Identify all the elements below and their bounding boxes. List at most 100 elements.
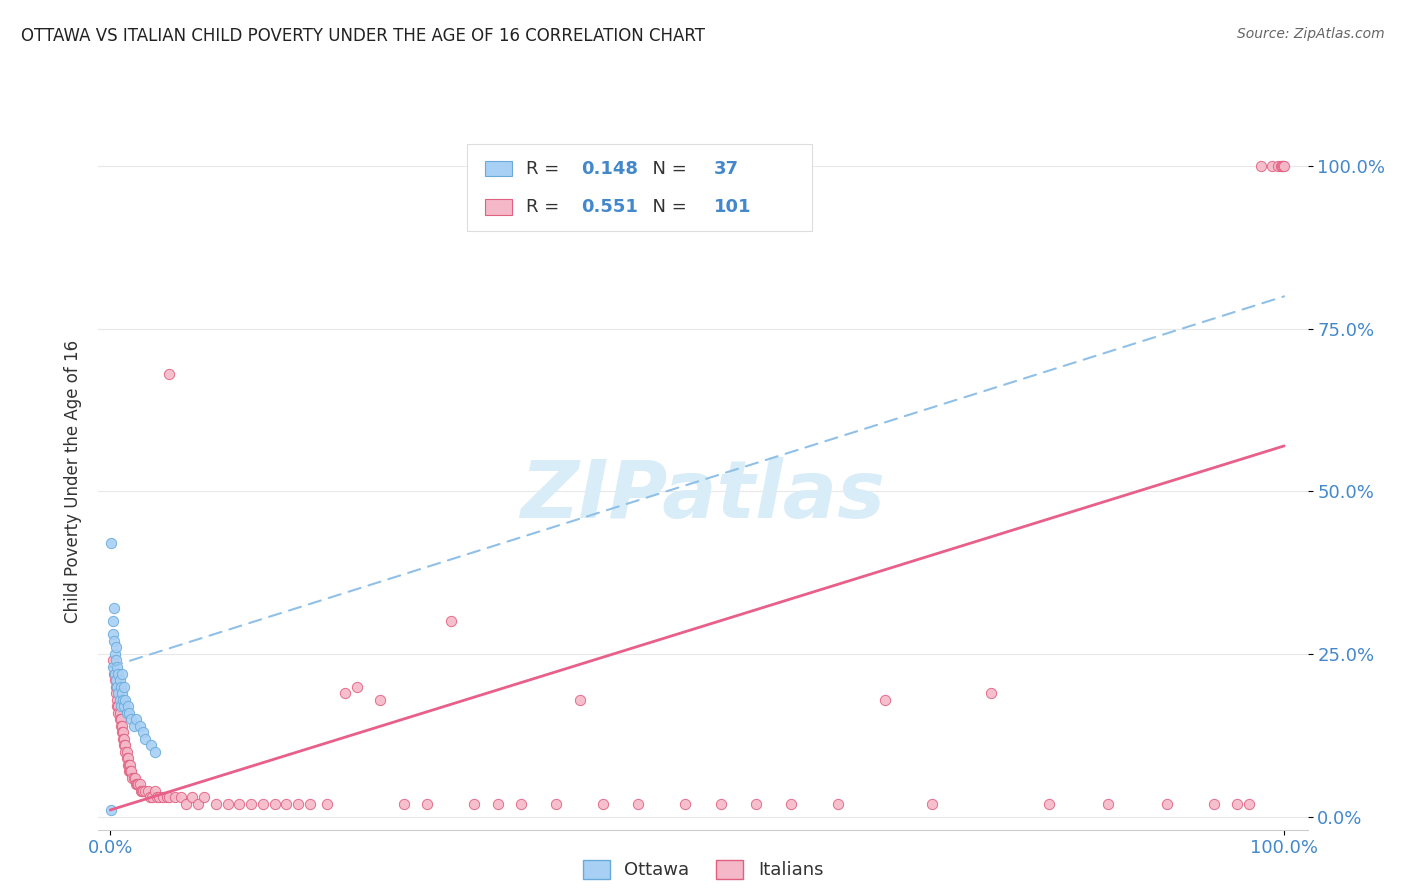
Point <box>510 797 533 811</box>
Point <box>298 797 321 811</box>
Point <box>122 718 145 732</box>
Point <box>157 368 180 382</box>
Point <box>107 686 129 700</box>
Point <box>1271 159 1294 173</box>
Point <box>141 738 163 752</box>
Point <box>252 797 274 811</box>
Point <box>176 797 198 811</box>
FancyBboxPatch shape <box>467 145 811 231</box>
Point <box>117 751 139 765</box>
Point <box>157 790 180 805</box>
Point <box>100 536 122 550</box>
Point <box>103 666 125 681</box>
Point <box>132 783 155 797</box>
Point <box>141 790 163 805</box>
Point <box>1271 159 1294 173</box>
Point <box>1250 159 1272 173</box>
Point <box>105 653 128 667</box>
Point <box>263 797 285 811</box>
Point <box>101 653 124 667</box>
Point <box>115 751 138 765</box>
Text: Source: ZipAtlas.com: Source: ZipAtlas.com <box>1237 27 1385 41</box>
Point <box>110 698 132 713</box>
Point <box>112 680 135 694</box>
Point <box>108 712 131 726</box>
Point <box>101 627 124 641</box>
Point <box>112 731 135 746</box>
Point <box>143 783 166 797</box>
Point <box>710 797 733 811</box>
Point <box>217 797 239 811</box>
Point <box>240 797 263 811</box>
Point <box>120 712 142 726</box>
Point <box>114 692 136 706</box>
Point <box>111 718 134 732</box>
Point <box>111 686 134 700</box>
Point <box>873 692 896 706</box>
Point <box>110 718 132 732</box>
Point <box>128 718 150 732</box>
FancyBboxPatch shape <box>485 161 512 177</box>
Point <box>104 673 127 687</box>
Text: 101: 101 <box>714 198 751 216</box>
Point <box>108 692 131 706</box>
Point <box>204 797 226 811</box>
Point <box>105 680 128 694</box>
Point <box>108 706 131 720</box>
Text: 37: 37 <box>714 160 740 178</box>
Point <box>346 680 368 694</box>
Point <box>228 797 250 811</box>
Point <box>287 797 309 811</box>
Point <box>181 790 204 805</box>
Point <box>110 712 132 726</box>
Point <box>1237 797 1260 811</box>
Text: ZIPatlas: ZIPatlas <box>520 457 886 534</box>
Legend: Ottawa, Italians: Ottawa, Italians <box>575 853 831 887</box>
Point <box>112 692 135 706</box>
Point <box>1267 159 1289 173</box>
Text: 0.148: 0.148 <box>581 160 638 178</box>
Point <box>118 764 141 778</box>
Point <box>121 771 143 785</box>
Point <box>110 680 132 694</box>
Point <box>155 790 177 805</box>
Point <box>127 777 149 791</box>
Point <box>117 698 139 713</box>
Point <box>1038 797 1060 811</box>
Text: R =: R = <box>526 160 565 178</box>
Point <box>120 764 142 778</box>
Point <box>117 757 139 772</box>
Point <box>745 797 768 811</box>
Point <box>120 764 142 778</box>
Point <box>101 615 124 629</box>
Point <box>107 666 129 681</box>
Point <box>100 803 122 817</box>
Point <box>546 797 568 811</box>
Y-axis label: Child Poverty Under the Age of 16: Child Poverty Under the Age of 16 <box>63 340 82 624</box>
Point <box>131 783 153 797</box>
Point <box>592 797 614 811</box>
Point <box>118 757 141 772</box>
Point <box>125 777 148 791</box>
Point <box>101 660 124 674</box>
Point <box>105 698 128 713</box>
Point <box>463 797 485 811</box>
Point <box>108 673 131 687</box>
Point <box>146 790 169 805</box>
Text: N =: N = <box>641 198 693 216</box>
Point <box>105 660 128 674</box>
Point <box>129 783 152 797</box>
Text: N =: N = <box>641 160 693 178</box>
Point <box>134 783 156 797</box>
Point <box>139 790 162 805</box>
Point <box>122 771 145 785</box>
Point <box>112 698 135 713</box>
Point <box>333 686 356 700</box>
Point <box>105 686 128 700</box>
Point <box>1272 159 1295 173</box>
Point <box>115 745 138 759</box>
Point <box>1202 797 1225 811</box>
Point <box>980 686 1002 700</box>
Point <box>568 692 591 706</box>
Point <box>193 790 215 805</box>
